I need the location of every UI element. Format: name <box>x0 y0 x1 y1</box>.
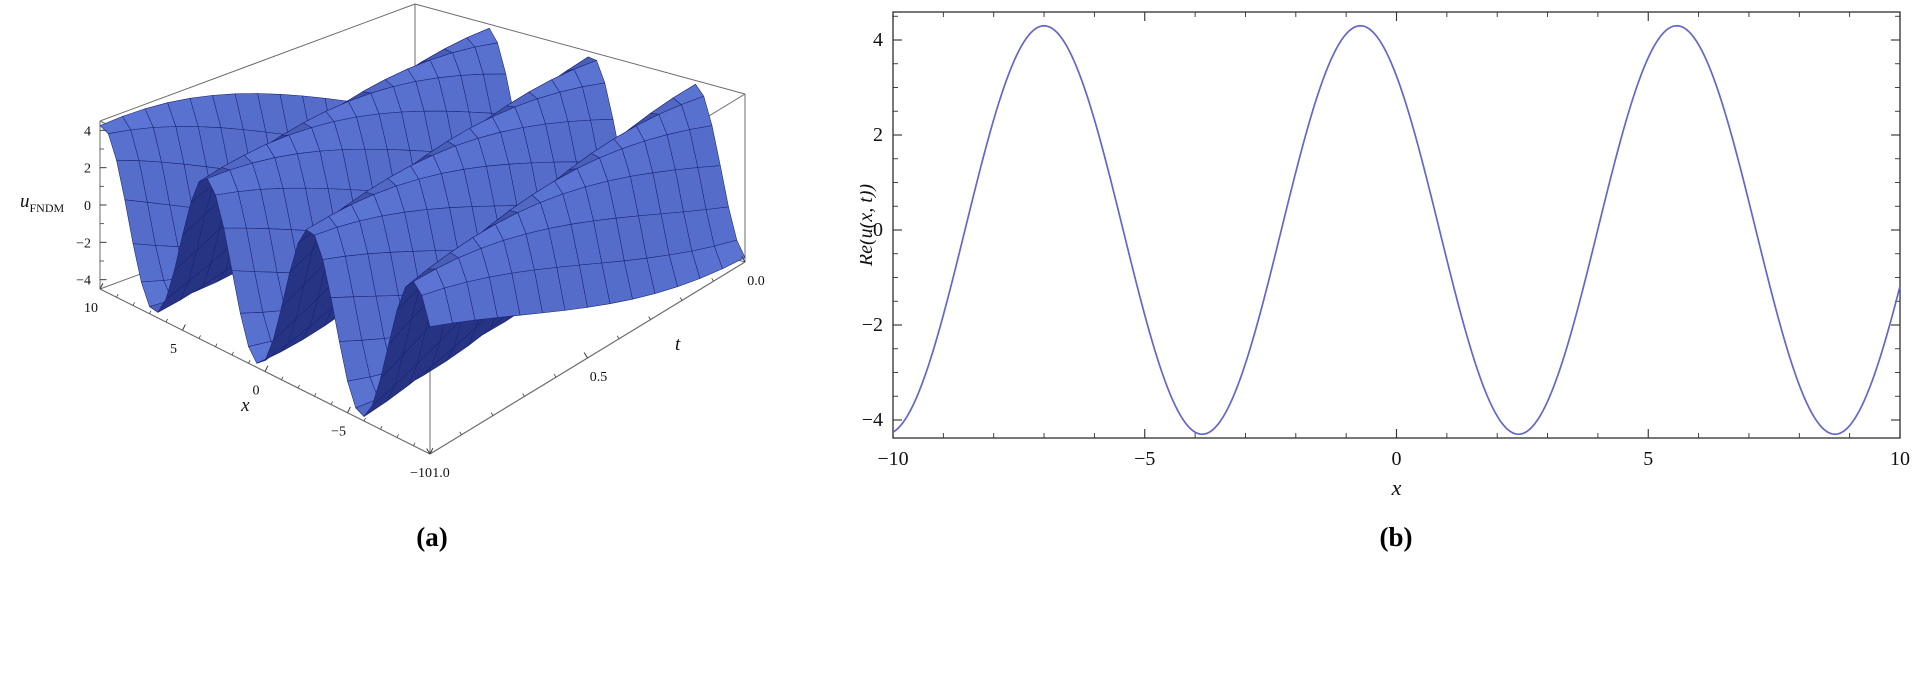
tick-mark <box>490 412 494 416</box>
line-plot-2d: −10 −5 0 5 10 4 2 0 −2 −4 x Re(u(x, t)) <box>860 11 1910 500</box>
z-tick-label: −2 <box>76 236 91 251</box>
x-tick-label: 0 <box>253 383 260 398</box>
tick-mark <box>330 401 333 405</box>
tick-mark <box>314 392 317 397</box>
tick-mark <box>413 442 416 446</box>
x-tick-label: −10 <box>410 466 432 481</box>
y-tick-label: 4 <box>873 29 883 51</box>
tick-mark <box>165 318 168 323</box>
x-tick-label: 5 <box>1643 448 1653 470</box>
tick-mark <box>583 352 588 359</box>
tick-mark <box>215 343 218 347</box>
x-tick-label: 10 <box>1890 448 1910 470</box>
t-tick-label: 0.5 <box>590 370 608 385</box>
z-tick-label: 2 <box>84 162 91 177</box>
tick-mark <box>711 278 714 282</box>
tick-mark <box>248 359 251 364</box>
z-tick-label: 4 <box>84 124 91 139</box>
tick-mark <box>347 406 351 413</box>
tick-mark <box>182 324 186 331</box>
t-tick-label: 1.0 <box>432 466 450 481</box>
z-tick-label: −4 <box>76 274 91 289</box>
box-edge <box>414 3 746 95</box>
t-axis-label: t <box>675 334 681 355</box>
tick-mark <box>522 393 525 397</box>
x-tick-label: −5 <box>331 425 346 440</box>
box-edge <box>99 3 416 122</box>
x-tick-label: −5 <box>1134 448 1155 470</box>
tick-mark <box>297 384 300 389</box>
surface-mesh-cell <box>421 287 453 327</box>
panel-a-label: (a) <box>416 522 448 552</box>
t-tick-label: 0.0 <box>747 274 765 289</box>
tick-mark <box>616 335 620 340</box>
y-tick-label: 0 <box>873 219 883 241</box>
panel-b-label: (b) <box>1379 522 1413 552</box>
tick-mark <box>429 447 434 455</box>
wave-curve <box>892 24 1901 436</box>
tick-mark <box>679 297 683 301</box>
tick-mark <box>264 365 269 372</box>
tick-mark <box>380 425 383 430</box>
tick-mark <box>648 316 651 320</box>
tick-mark <box>363 417 366 422</box>
tick-mark <box>149 310 152 314</box>
tick-mark <box>132 302 135 306</box>
tick-mark <box>741 256 746 263</box>
tick-mark <box>459 431 462 436</box>
tick-mark <box>198 335 201 339</box>
tick-mark <box>553 374 557 378</box>
y-tick-label: −4 <box>862 409 883 431</box>
tick-mark <box>426 448 431 455</box>
surface-plot-3d: 4 2 0 −2 −4 10 5 0 −5 −10 x 1.0 0.5 0.0 t uFNDM <box>20 3 765 481</box>
x-tick-label: −10 <box>877 448 908 470</box>
x-axis-label: x <box>1391 475 1402 500</box>
x-tick-label: 0 <box>1392 448 1402 470</box>
z-axis-label: uFNDM <box>20 191 65 215</box>
y-axis-label: Re(u(x, t)) <box>860 184 877 268</box>
x-axis-label: x <box>240 395 250 416</box>
tick-mark <box>396 434 399 438</box>
tick-mark <box>281 376 284 380</box>
y-tick-label: −2 <box>862 314 883 336</box>
tick-mark <box>99 282 104 290</box>
y-tick-label: 2 <box>873 124 883 146</box>
tick-mark <box>231 351 234 356</box>
tick-mark <box>116 293 119 298</box>
z-tick-label: 0 <box>84 199 91 214</box>
x-tick-label: 5 <box>170 342 177 357</box>
x-tick-label: 10 <box>84 301 98 316</box>
